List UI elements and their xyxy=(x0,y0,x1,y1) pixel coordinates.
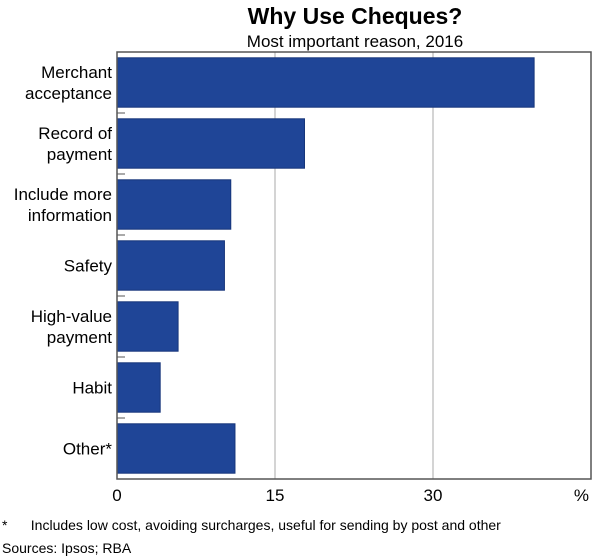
y-category-label: information xyxy=(28,206,112,225)
x-tick-label: 0 xyxy=(112,486,121,505)
x-unit-label: % xyxy=(574,486,589,505)
y-category-label: Record of xyxy=(38,124,112,143)
bar xyxy=(116,301,179,352)
y-category-label: payment xyxy=(47,328,112,347)
y-category-label: payment xyxy=(47,145,112,164)
y-category-label: Merchant xyxy=(41,63,112,82)
plot-frame xyxy=(116,51,592,480)
bar xyxy=(116,118,305,169)
bar xyxy=(116,240,225,291)
footnote: * Includes low cost, avoiding surcharges… xyxy=(2,517,501,533)
bar xyxy=(116,362,161,413)
chart-subtitle: Most important reason, 2016 xyxy=(247,32,463,51)
bar xyxy=(116,423,236,474)
y-category-label: Habit xyxy=(72,379,112,398)
bar xyxy=(116,179,232,230)
y-category-label: Other* xyxy=(63,440,113,459)
sources: Sources: Ipsos; RBA xyxy=(2,540,132,556)
y-category-label: Safety xyxy=(64,257,113,276)
x-tick-label: 15 xyxy=(266,486,285,505)
y-category-label: High-value xyxy=(31,307,112,326)
x-tick-label: 30 xyxy=(424,486,443,505)
y-category-label: acceptance xyxy=(25,84,112,103)
chart-title: Why Use Cheques? xyxy=(248,3,463,29)
y-category-label: Include more xyxy=(14,185,112,204)
bar xyxy=(116,57,535,108)
